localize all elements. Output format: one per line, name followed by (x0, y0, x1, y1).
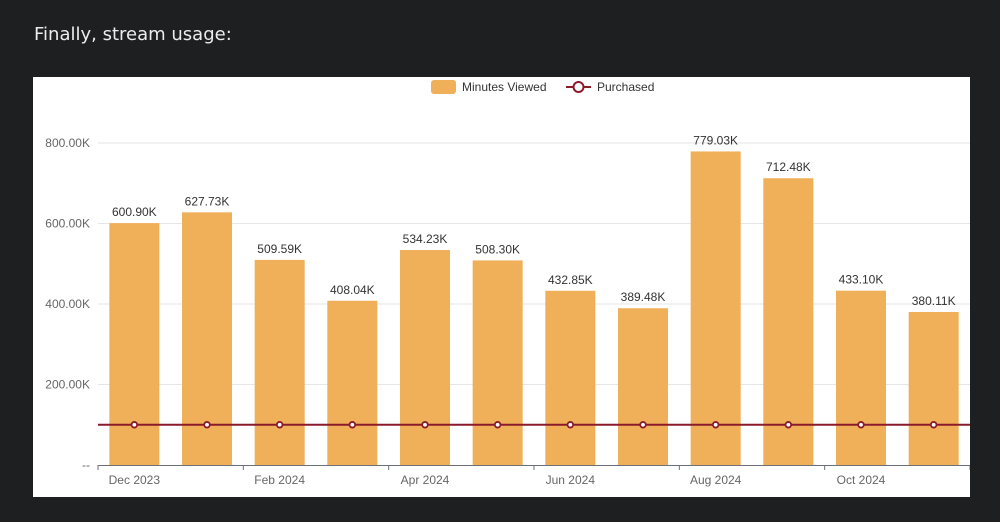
y-tick-label: 200.00K (45, 378, 90, 392)
bar-mar-2024 (327, 300, 378, 465)
bar-value-label: 508.30K (475, 242, 520, 256)
purchased-point (493, 421, 502, 429)
purchased-point (784, 421, 793, 429)
bar-value-label: 627.73K (185, 194, 230, 208)
purchased-point (711, 421, 720, 429)
stream-usage-chart: -- 200.00K 400.00K 600.00K 800.00K 600.90K 627… (45, 80, 970, 487)
bar-value-label: 600.90K (112, 205, 157, 219)
bar-value-label: 509.59K (257, 242, 302, 256)
purchased-point (203, 421, 211, 429)
bar-jun-2024 (545, 290, 596, 465)
x-tick-label: Aug 2024 (690, 473, 742, 487)
bar-jul-2024 (618, 308, 668, 465)
y-tick-label: 800.00K (45, 136, 90, 150)
purchased-point (857, 421, 865, 429)
bar-feb-2024 (254, 259, 305, 465)
x-tick-label: Feb 2024 (254, 473, 305, 487)
purchased-point (639, 421, 647, 429)
chart-panel: -- 200.00K 400.00K 600.00K 800.00K 600.90K 627… (33, 77, 970, 497)
y-tick-label: 600.00K (45, 217, 90, 231)
legend-label-minutes-viewed: Minutes Viewed (462, 80, 547, 94)
legend-label-purchased: Purchased (597, 80, 654, 94)
bar-value-label: 380.11K (912, 294, 956, 308)
bar-value-label: 408.04K (330, 283, 375, 297)
y-tick-label: 400.00K (45, 297, 90, 311)
bar-nov-2024 (908, 312, 959, 465)
purchased-point (348, 421, 357, 429)
purchased-point (566, 421, 575, 429)
bar-value-label: 389.48K (621, 290, 666, 304)
bar-value-label: 779.03K (693, 133, 738, 147)
bar-aug-2024 (690, 151, 741, 465)
purchased-point (275, 421, 284, 429)
legend-marker-purchased (572, 81, 585, 93)
y-tick-label: -- (82, 458, 90, 472)
x-tick-label: Apr 2024 (401, 473, 450, 487)
bar-value-label: 432.85K (548, 273, 593, 287)
bar-dec-2023 (109, 223, 160, 465)
bar-sep-2024 (763, 178, 814, 465)
x-tick-label: Oct 2024 (837, 473, 886, 487)
bar-value-label: 534.23K (403, 232, 448, 246)
legend-swatch-minutes-viewed (431, 80, 456, 94)
bar-apr-2024 (400, 249, 450, 465)
bar-may-2024 (472, 260, 523, 465)
purchased-point (929, 421, 938, 429)
bar-oct-2024 (836, 290, 886, 465)
intro-text: Finally, stream usage: (34, 24, 232, 45)
x-tick-label: Jun 2024 (546, 473, 596, 487)
bar-value-label: 712.48K (766, 160, 811, 174)
purchased-point (421, 421, 429, 429)
purchased-point (130, 421, 139, 429)
bar-value-label: 433.10K (839, 273, 884, 287)
x-tick-label: Dec 2023 (109, 473, 161, 487)
